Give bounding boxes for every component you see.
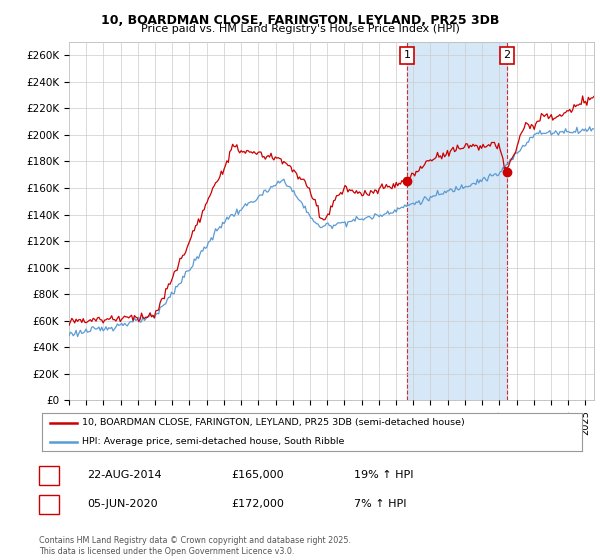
Text: 2: 2 (503, 50, 510, 60)
Bar (407, 42, 507, 400)
Text: 7% ↑ HPI: 7% ↑ HPI (354, 499, 407, 509)
Text: 05-JUN-2020: 05-JUN-2020 (87, 499, 158, 509)
Text: HPI: Average price, semi-detached house, South Ribble: HPI: Average price, semi-detached house,… (83, 437, 345, 446)
Text: £172,000: £172,000 (231, 499, 284, 509)
Text: 2: 2 (46, 499, 52, 509)
Text: 1: 1 (46, 470, 52, 480)
Text: 19% ↑ HPI: 19% ↑ HPI (354, 470, 413, 480)
Text: Contains HM Land Registry data © Crown copyright and database right 2025.
This d: Contains HM Land Registry data © Crown c… (39, 536, 351, 556)
Text: 1: 1 (404, 50, 410, 60)
Text: 10, BOARDMAN CLOSE, FARINGTON, LEYLAND, PR25 3DB: 10, BOARDMAN CLOSE, FARINGTON, LEYLAND, … (101, 14, 499, 27)
Text: 10, BOARDMAN CLOSE, FARINGTON, LEYLAND, PR25 3DB (semi-detached house): 10, BOARDMAN CLOSE, FARINGTON, LEYLAND, … (83, 418, 465, 427)
Text: £165,000: £165,000 (231, 470, 284, 480)
Text: Price paid vs. HM Land Registry's House Price Index (HPI): Price paid vs. HM Land Registry's House … (140, 24, 460, 34)
Text: 22-AUG-2014: 22-AUG-2014 (87, 470, 161, 480)
